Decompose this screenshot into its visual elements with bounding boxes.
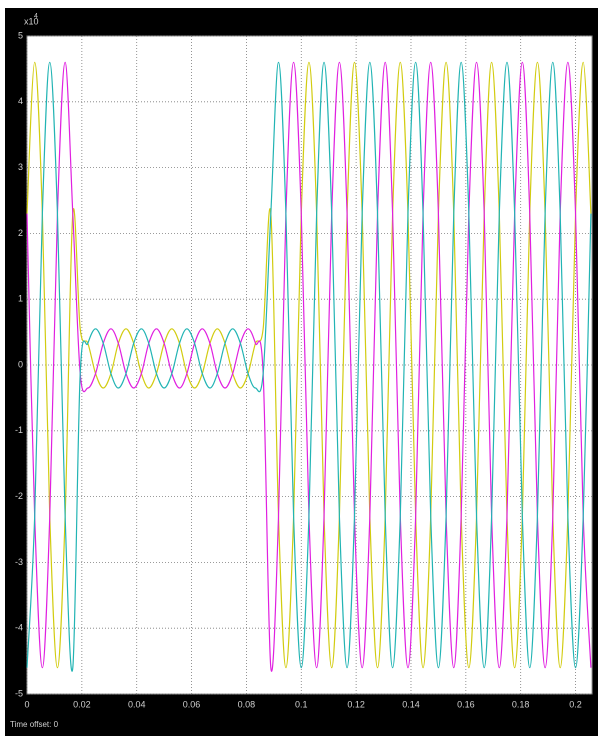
y-tick-label: -2	[15, 491, 23, 501]
y-multiplier-power: 4	[34, 13, 38, 20]
x-tick-label: 0.16	[457, 699, 475, 709]
y-multiplier-base: x10	[24, 16, 39, 26]
y-tick-label: -5	[15, 688, 23, 698]
x-tick-label: 0.02	[73, 699, 91, 709]
y-tick-label: 0	[18, 359, 23, 369]
x-tick-label: 0.14	[402, 699, 420, 709]
x-tick-label: 0.2	[569, 699, 582, 709]
x-tick-label: 0.18	[512, 699, 530, 709]
y-tick-label: -3	[15, 557, 23, 567]
x-tick-label: 0	[24, 699, 29, 709]
y-tick-label: 3	[18, 162, 23, 172]
y-tick-label: 4	[18, 96, 23, 106]
y-tick-label: 5	[18, 30, 23, 40]
x-tick-label: 0.1	[295, 699, 308, 709]
y-tick-label: -4	[15, 623, 23, 633]
time-offset: Time offset: 0	[10, 720, 59, 729]
x-tick-label: 0.08	[238, 699, 256, 709]
x-tick-label: 0.06	[183, 699, 201, 709]
x-tick-label: 0.04	[128, 699, 146, 709]
y-tick-label: -1	[15, 425, 23, 435]
signal-trace	[26, 61, 592, 672]
x-tick-label: 0.12	[347, 699, 365, 709]
signal-trace	[26, 61, 592, 672]
y-tick-label: 1	[18, 294, 23, 304]
y-tick-label: 2	[18, 228, 23, 238]
